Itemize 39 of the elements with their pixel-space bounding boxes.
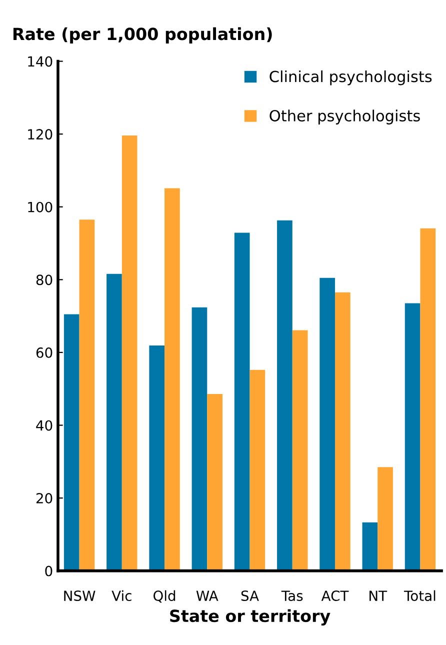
bar [250, 370, 266, 571]
bar [404, 303, 420, 571]
bar [122, 136, 138, 571]
x-tick-label: Vic [112, 590, 132, 602]
y-tick-label: 40 [36, 420, 52, 431]
x-tick-label: Qld [154, 590, 176, 603]
x-tick-label: SA [241, 590, 259, 602]
bar [334, 292, 350, 571]
x-tick-label: Tas [281, 590, 303, 602]
y-tick-label: 140 [28, 56, 52, 67]
bar [79, 220, 95, 571]
bar [64, 314, 80, 571]
y-tick-label: 100 [28, 202, 52, 212]
bar [164, 188, 180, 571]
x-tick-label: NSW [64, 590, 96, 602]
bar [362, 522, 378, 571]
legend-label: Other psychologists [270, 110, 420, 124]
x-axis-title: State or territory [170, 609, 330, 626]
bar [320, 278, 335, 571]
y-axis-title: Rate (per 1,000 population) [13, 27, 272, 44]
x-tick-label: ACT [321, 590, 349, 602]
x-tick-label: WA [196, 590, 218, 601]
bar [292, 330, 308, 571]
y-tick-label: 20 [36, 493, 52, 504]
bar [277, 220, 292, 571]
bar [149, 346, 165, 571]
bar [192, 307, 208, 571]
y-tick-label: 80 [36, 274, 52, 286]
bar [378, 467, 393, 571]
x-tick-label: NT [370, 590, 388, 601]
bar [207, 394, 222, 571]
y-tick-label: 60 [36, 347, 52, 358]
y-tick-label: 0 [45, 566, 52, 576]
bar [420, 228, 436, 571]
legend-label: Clinical psychologists [270, 70, 432, 86]
x-tick-label: Total [404, 590, 436, 602]
bar [234, 232, 250, 571]
y-tick-label: 120 [28, 129, 52, 140]
bar [106, 274, 122, 571]
